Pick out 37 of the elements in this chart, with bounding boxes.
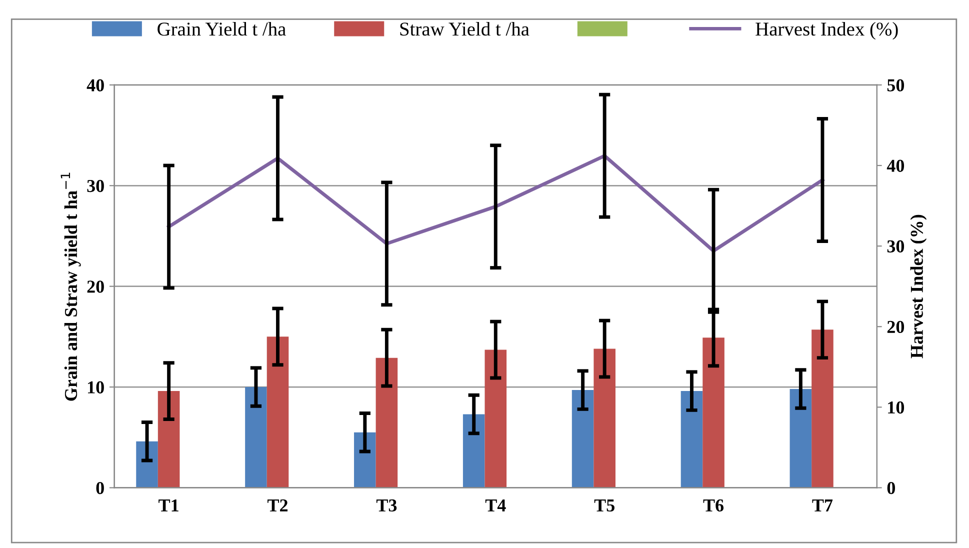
y2-axis-title: Harvest Index (%) xyxy=(910,214,927,358)
y-tick-label: 0 xyxy=(96,482,104,494)
x-tick-label: T6 xyxy=(703,499,724,512)
bar xyxy=(376,358,398,488)
bar xyxy=(680,391,703,488)
bar xyxy=(266,336,289,488)
legend-label: Harvest Index (%) xyxy=(756,22,898,40)
bar xyxy=(158,391,180,488)
bar xyxy=(572,390,594,488)
bar xyxy=(812,330,834,488)
x-tick-label: T5 xyxy=(594,500,614,512)
x-tick-label: T4 xyxy=(485,499,506,512)
y-tick-label: 30 xyxy=(87,180,104,192)
y2-tick-label: 30 xyxy=(887,240,904,252)
y2-tick-label: 20 xyxy=(887,320,904,334)
bar xyxy=(462,414,485,488)
bar xyxy=(245,387,267,488)
legend-label: Grain Yield t /ha xyxy=(158,22,286,36)
bar xyxy=(790,389,812,488)
x-tick-label: T7 xyxy=(812,500,833,512)
bar xyxy=(702,338,724,488)
y2-tick-label: 10 xyxy=(888,401,904,414)
line-series xyxy=(167,154,824,253)
y-tick-label: 10 xyxy=(88,381,104,394)
y-axis-title: Grain and Straw yiield t ha$^{−1}$ xyxy=(60,172,81,401)
bar xyxy=(354,432,376,488)
legend-label: Straw Yield t /ha xyxy=(400,22,530,36)
x-tick-label: T1 xyxy=(158,499,178,512)
y2-tick-label: 40 xyxy=(886,160,904,172)
x-tick-label: T2 xyxy=(268,499,288,512)
x-tick-label: T3 xyxy=(376,499,397,512)
bar xyxy=(594,348,616,488)
y-tick-label: 20 xyxy=(87,280,104,293)
bar xyxy=(484,350,507,488)
y2-tick-label: 50 xyxy=(887,79,904,92)
y2-tick-label: 0 xyxy=(887,482,896,494)
y-tick-label: 40 xyxy=(86,79,104,92)
